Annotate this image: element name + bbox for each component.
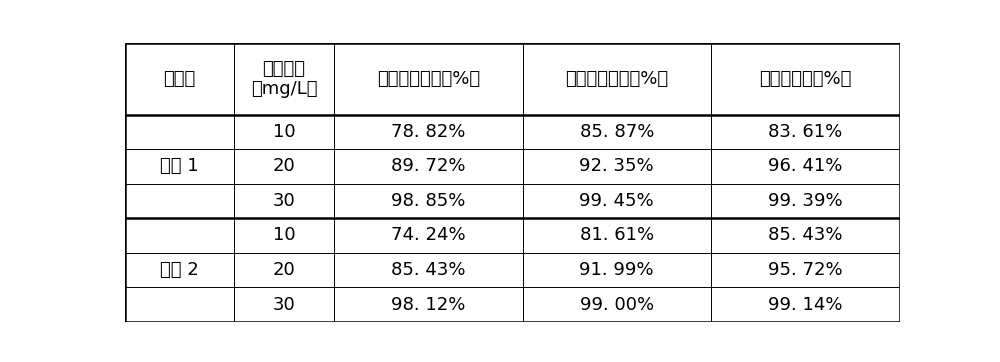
Text: 锌盐阻垢率（%）: 锌盐阻垢率（%） xyxy=(759,70,852,88)
Text: 92. 35%: 92. 35% xyxy=(579,157,654,175)
Text: 85. 87%: 85. 87% xyxy=(580,123,654,141)
Text: 投加浓度
（mg/L）: 投加浓度 （mg/L） xyxy=(251,60,317,98)
Text: 99. 39%: 99. 39% xyxy=(768,192,843,210)
Text: 30: 30 xyxy=(272,296,295,313)
Text: 89. 72%: 89. 72% xyxy=(391,157,466,175)
Text: 99. 14%: 99. 14% xyxy=(768,296,843,313)
Text: 配方 1: 配方 1 xyxy=(160,157,199,175)
Text: 30: 30 xyxy=(272,192,295,210)
Text: 10: 10 xyxy=(273,123,295,141)
Text: 83. 61%: 83. 61% xyxy=(768,123,843,141)
Text: 10: 10 xyxy=(273,227,295,244)
Text: 78. 82%: 78. 82% xyxy=(391,123,466,141)
Text: 磷酸钙阻垢率（%）: 磷酸钙阻垢率（%） xyxy=(565,70,668,88)
Text: 74. 24%: 74. 24% xyxy=(391,227,466,244)
Text: 85. 43%: 85. 43% xyxy=(768,227,843,244)
Text: 20: 20 xyxy=(272,261,295,279)
Text: 96. 41%: 96. 41% xyxy=(768,157,843,175)
Text: 碳酸钙阻垢率（%）: 碳酸钙阻垢率（%） xyxy=(377,70,480,88)
Text: 98. 12%: 98. 12% xyxy=(391,296,466,313)
Text: 81. 61%: 81. 61% xyxy=(580,227,654,244)
Text: 85. 43%: 85. 43% xyxy=(391,261,466,279)
Text: 99. 00%: 99. 00% xyxy=(580,296,654,313)
Text: 20: 20 xyxy=(272,157,295,175)
Text: 99. 45%: 99. 45% xyxy=(579,192,654,210)
Text: 95. 72%: 95. 72% xyxy=(768,261,843,279)
Text: 配方 2: 配方 2 xyxy=(160,261,199,279)
Text: 91. 99%: 91. 99% xyxy=(579,261,654,279)
Text: 98. 85%: 98. 85% xyxy=(391,192,466,210)
Text: 复合剂: 复合剂 xyxy=(163,70,195,88)
